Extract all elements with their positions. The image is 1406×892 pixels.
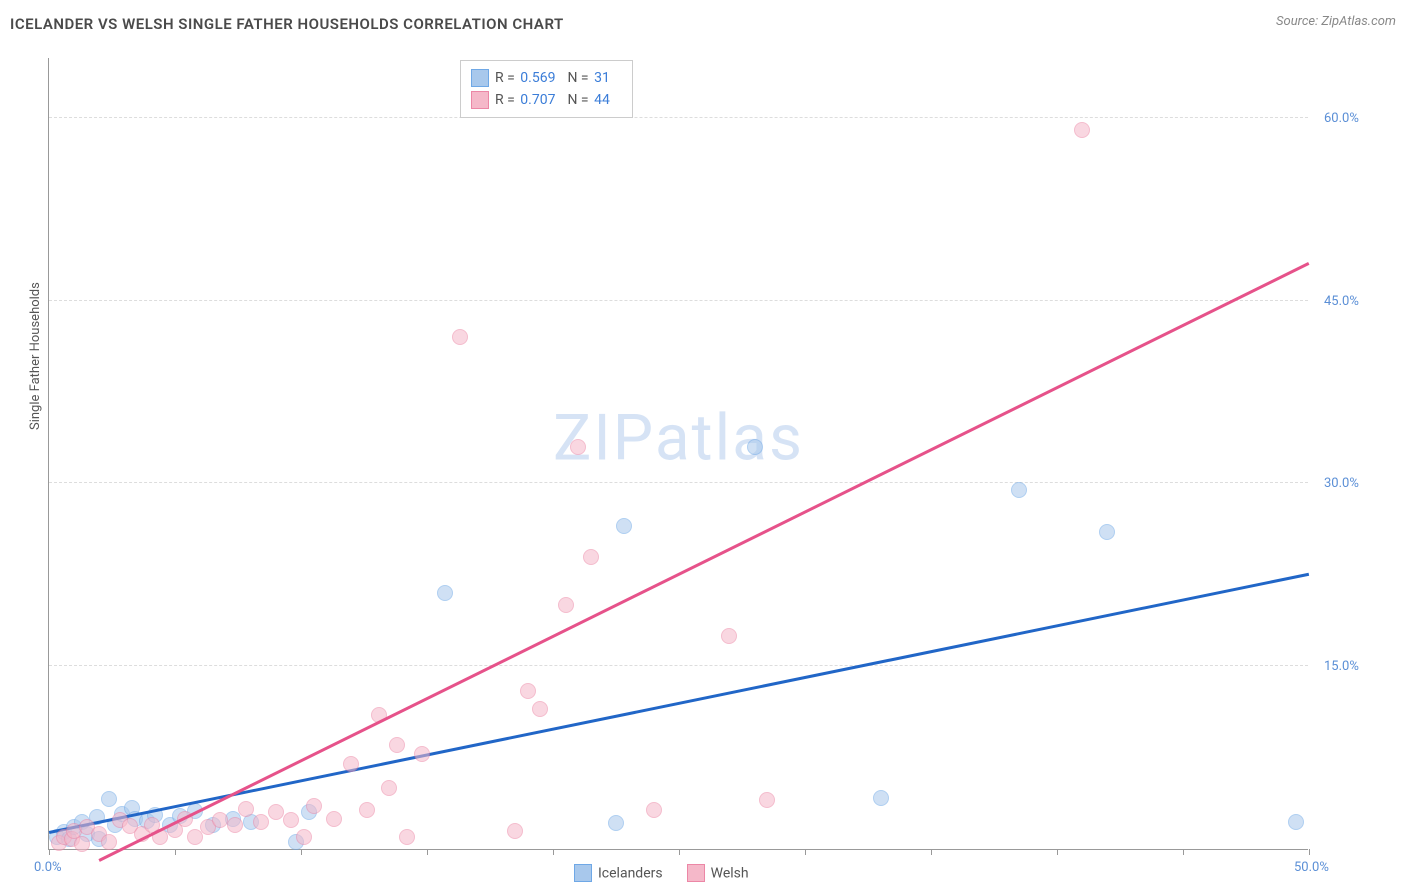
gridline [49,300,1308,301]
data-point [414,746,430,762]
swatch-icon [471,91,489,109]
data-point [343,756,359,772]
data-point [570,439,586,455]
watermark: ZIPatlas [553,400,804,475]
data-point [101,834,117,850]
swatch-icon [574,864,592,882]
data-point [326,811,342,827]
x-tick [175,849,176,855]
data-point [296,829,312,845]
y-axis-label: Single Father Households [28,282,43,430]
stats-row: R = 0.707 N = 44 [471,89,622,111]
x-tick [931,849,932,855]
data-point [306,798,322,814]
data-point [101,791,117,807]
stats-legend: R = 0.569 N = 31 R = 0.707 N = 44 [460,60,633,118]
x-tick [427,849,428,855]
legend-item: Icelanders [574,865,663,881]
data-point [1074,122,1090,138]
r-label: R = [495,92,515,108]
x-tick [1057,849,1058,855]
data-point [74,836,90,852]
data-point [747,439,763,455]
data-point [212,812,228,828]
data-point [646,802,662,818]
x-tick [1183,849,1184,855]
y-tick-label: 45.0% [1324,294,1394,309]
y-tick-label: 15.0% [1324,659,1394,674]
r-label: R = [495,70,515,86]
data-point [238,801,254,817]
legend-label: Icelanders [598,865,663,881]
swatch-icon [687,864,705,882]
series-legend: Icelanders Welsh [574,864,773,882]
data-point [253,814,269,830]
data-point [532,701,548,717]
data-point [507,823,523,839]
data-point [359,802,375,818]
y-tick-label: 30.0% [1324,476,1394,491]
data-point [399,829,415,845]
n-value: 44 [594,92,610,108]
data-point [616,518,632,534]
data-point [452,329,468,345]
plot-area: 15.0%30.0%45.0%60.0%0.0%50.0%ZIPatlas [48,58,1308,850]
data-point [721,628,737,644]
x-tick [1309,849,1310,855]
x-tick [49,849,50,855]
data-point [1099,524,1115,540]
data-point [558,597,574,613]
legend-item: Welsh [687,865,749,881]
data-point [608,815,624,831]
y-tick-label: 60.0% [1324,111,1394,126]
x-tick [805,849,806,855]
r-value: 0.707 [520,92,555,108]
stats-row: R = 0.569 N = 31 [471,67,622,89]
x-tick-label: 0.0% [34,860,62,875]
gridline [49,482,1308,483]
data-point [520,683,536,699]
data-point [268,804,284,820]
data-point [873,790,889,806]
data-point [1288,814,1304,830]
data-point [389,737,405,753]
x-tick [301,849,302,855]
source-label: Source: ZipAtlas.com [1276,14,1396,29]
trend-line [49,572,1309,833]
r-value: 0.569 [520,70,555,86]
data-point [227,817,243,833]
data-point [1011,482,1027,498]
n-label: N = [567,92,588,108]
data-point [437,585,453,601]
n-value: 31 [594,70,610,86]
x-tick [679,849,680,855]
swatch-icon [471,69,489,87]
chart-title: ICELANDER VS WELSH SINGLE FATHER HOUSEHO… [10,15,564,33]
data-point [583,549,599,565]
data-point [381,780,397,796]
x-tick [553,849,554,855]
legend-label: Welsh [711,865,749,881]
x-tick-label: 50.0% [1294,860,1329,875]
data-point [759,792,775,808]
gridline [49,665,1308,666]
title-bar: ICELANDER VS WELSH SINGLE FATHER HOUSEHO… [10,14,1396,42]
gridline [49,117,1308,118]
data-point [283,812,299,828]
trend-line [99,262,1310,861]
n-label: N = [567,70,588,86]
